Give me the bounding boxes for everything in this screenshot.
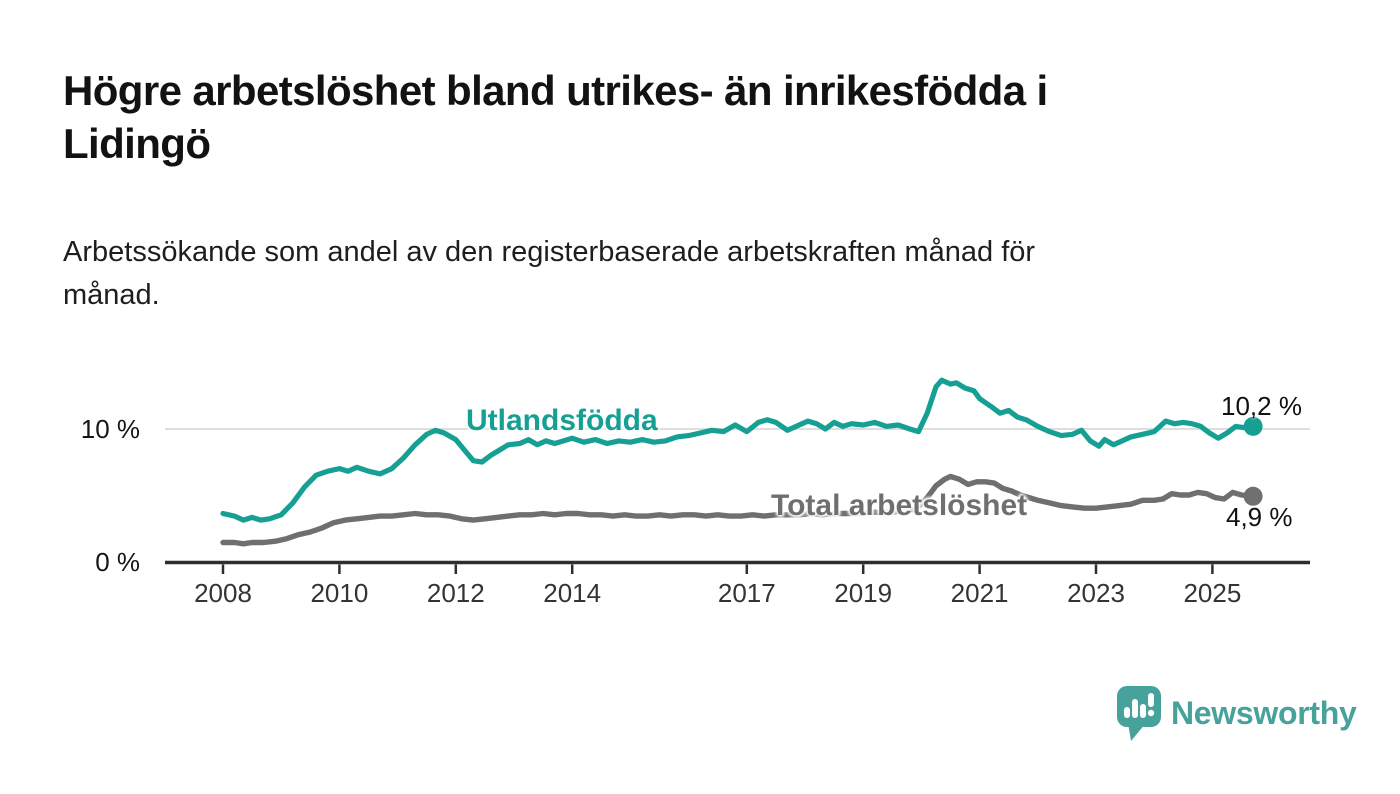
- newsworthy-logo-text: Newsworthy: [1171, 695, 1357, 731]
- logo-bar-2: [1132, 699, 1138, 718]
- newsworthy-logo-icon: [1117, 686, 1161, 741]
- x-axis-label-2017: 2017: [717, 578, 776, 608]
- page-subtitle-line1: Arbetssökande som andel av den registerb…: [63, 236, 1036, 268]
- x-axis-label-2010: 2010: [310, 578, 369, 608]
- logo-bar-3: [1140, 704, 1146, 718]
- x-axis-label-2012: 2012: [426, 578, 485, 608]
- x-axis-label-2014: 2014: [543, 578, 602, 608]
- page-title-line1: Högre arbetslöshet bland utrikes- än inr…: [63, 67, 1048, 114]
- x-axis-label-2025: 2025: [1183, 578, 1242, 608]
- series-line-total: [220, 473, 1256, 547]
- page-subtitle-line2: månad.: [63, 279, 160, 311]
- y-axis-label-10: 10 %: [80, 414, 140, 444]
- series-label-utlandsfodda: Utlandsfödda: [466, 404, 658, 437]
- page-title-line2: Lidingö: [63, 120, 211, 167]
- x-axis-label-2021: 2021: [950, 578, 1009, 608]
- page-title: Högre arbetslöshet bland utrikes- än inr…: [63, 64, 1323, 170]
- series-line-utlandsfodda: [220, 377, 1256, 523]
- x-axis-label-2008: 2008: [194, 578, 252, 608]
- y-axis-label-0: 0 %: [95, 547, 140, 577]
- series-label-total-arbetsloshet: Total arbetslöshet: [771, 489, 1028, 522]
- logo-exclamation-bar: [1148, 693, 1154, 707]
- logo-bar-1: [1124, 707, 1130, 718]
- series-end-dot-utlandsfodda: [1243, 416, 1263, 436]
- x-axis-label-2019: 2019: [834, 578, 893, 608]
- end-value-label-total: 4,9 %: [1226, 502, 1293, 532]
- x-axis-label-2023: 2023: [1067, 578, 1125, 608]
- logo-exclamation-dot: [1147, 709, 1155, 717]
- series-end-dot-total: [1243, 486, 1263, 506]
- newsworthy-logo: Newsworthy: [1116, 685, 1357, 742]
- page-subtitle: Arbetssökande som andel av den registerb…: [63, 231, 1323, 317]
- end-value-label-utlandsfodda: 10,2 %: [1221, 391, 1302, 421]
